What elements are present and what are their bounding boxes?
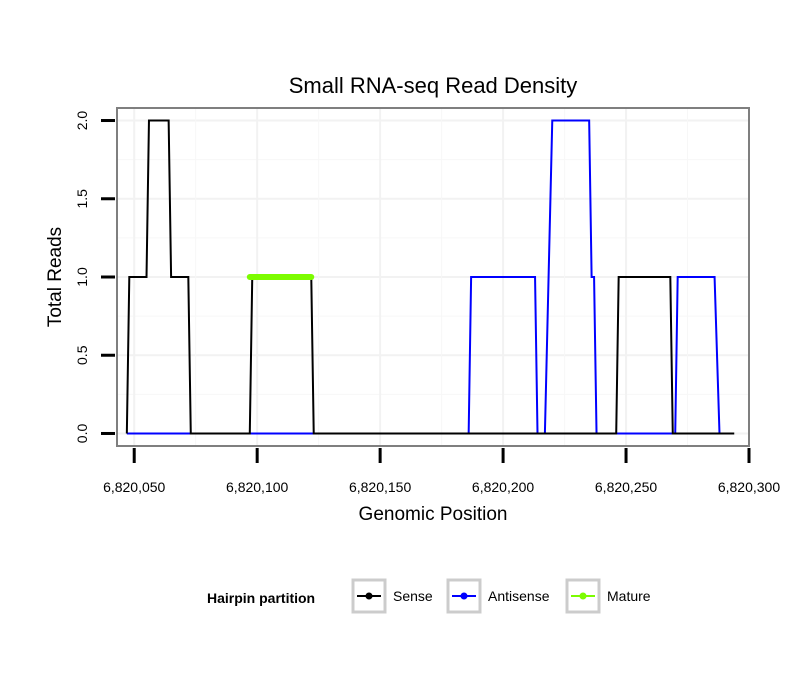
x-tick-label: 6,820,050 [103,479,165,495]
legend: Hairpin partition Sense Antisense Mature [207,578,651,614]
legend-item-sense: Sense [351,578,433,614]
legend-title: Hairpin partition [207,590,315,606]
legend-label: Antisense [488,588,550,604]
legend-item-antisense: Antisense [446,578,550,614]
y-tick-label: 0.5 [74,345,90,365]
legend-label: Sense [393,588,433,604]
y-tick-label: 2.0 [74,111,90,131]
x-tick-label: 6,820,300 [718,479,780,495]
legend-items: Sense Antisense Mature [351,578,651,614]
x-axis: 6,820,050 6,820,100 6,820,150 6,820,200 6,82… [103,448,780,495]
y-tick-label: 1.5 [74,189,90,209]
legend-key-point [460,592,468,600]
y-axis-title: Total Reads [45,227,66,327]
x-tick-label: 6,820,200 [472,479,534,495]
y-axis: 0.0 0.5 1.0 1.5 2.0 [74,111,115,444]
y-tick-label: 0.0 [74,424,90,444]
y-tick-label: 1.0 [74,267,90,287]
x-tick-label: 6,820,250 [595,479,657,495]
series-line-sense [125,119,735,435]
series-layer [125,119,735,435]
x-axis-title: Genomic Position [359,504,508,525]
legend-key-point [365,592,373,600]
x-tick-label: 6,820,150 [349,479,411,495]
legend-key-point [579,592,587,600]
chart-title: Small RNA-seq Read Density [289,73,578,98]
series-line-antisense [126,119,721,435]
x-tick-label: 6,820,100 [226,479,288,495]
plot-border [116,107,750,447]
legend-label: Mature [607,588,651,604]
legend-item-mature: Mature [565,578,651,614]
